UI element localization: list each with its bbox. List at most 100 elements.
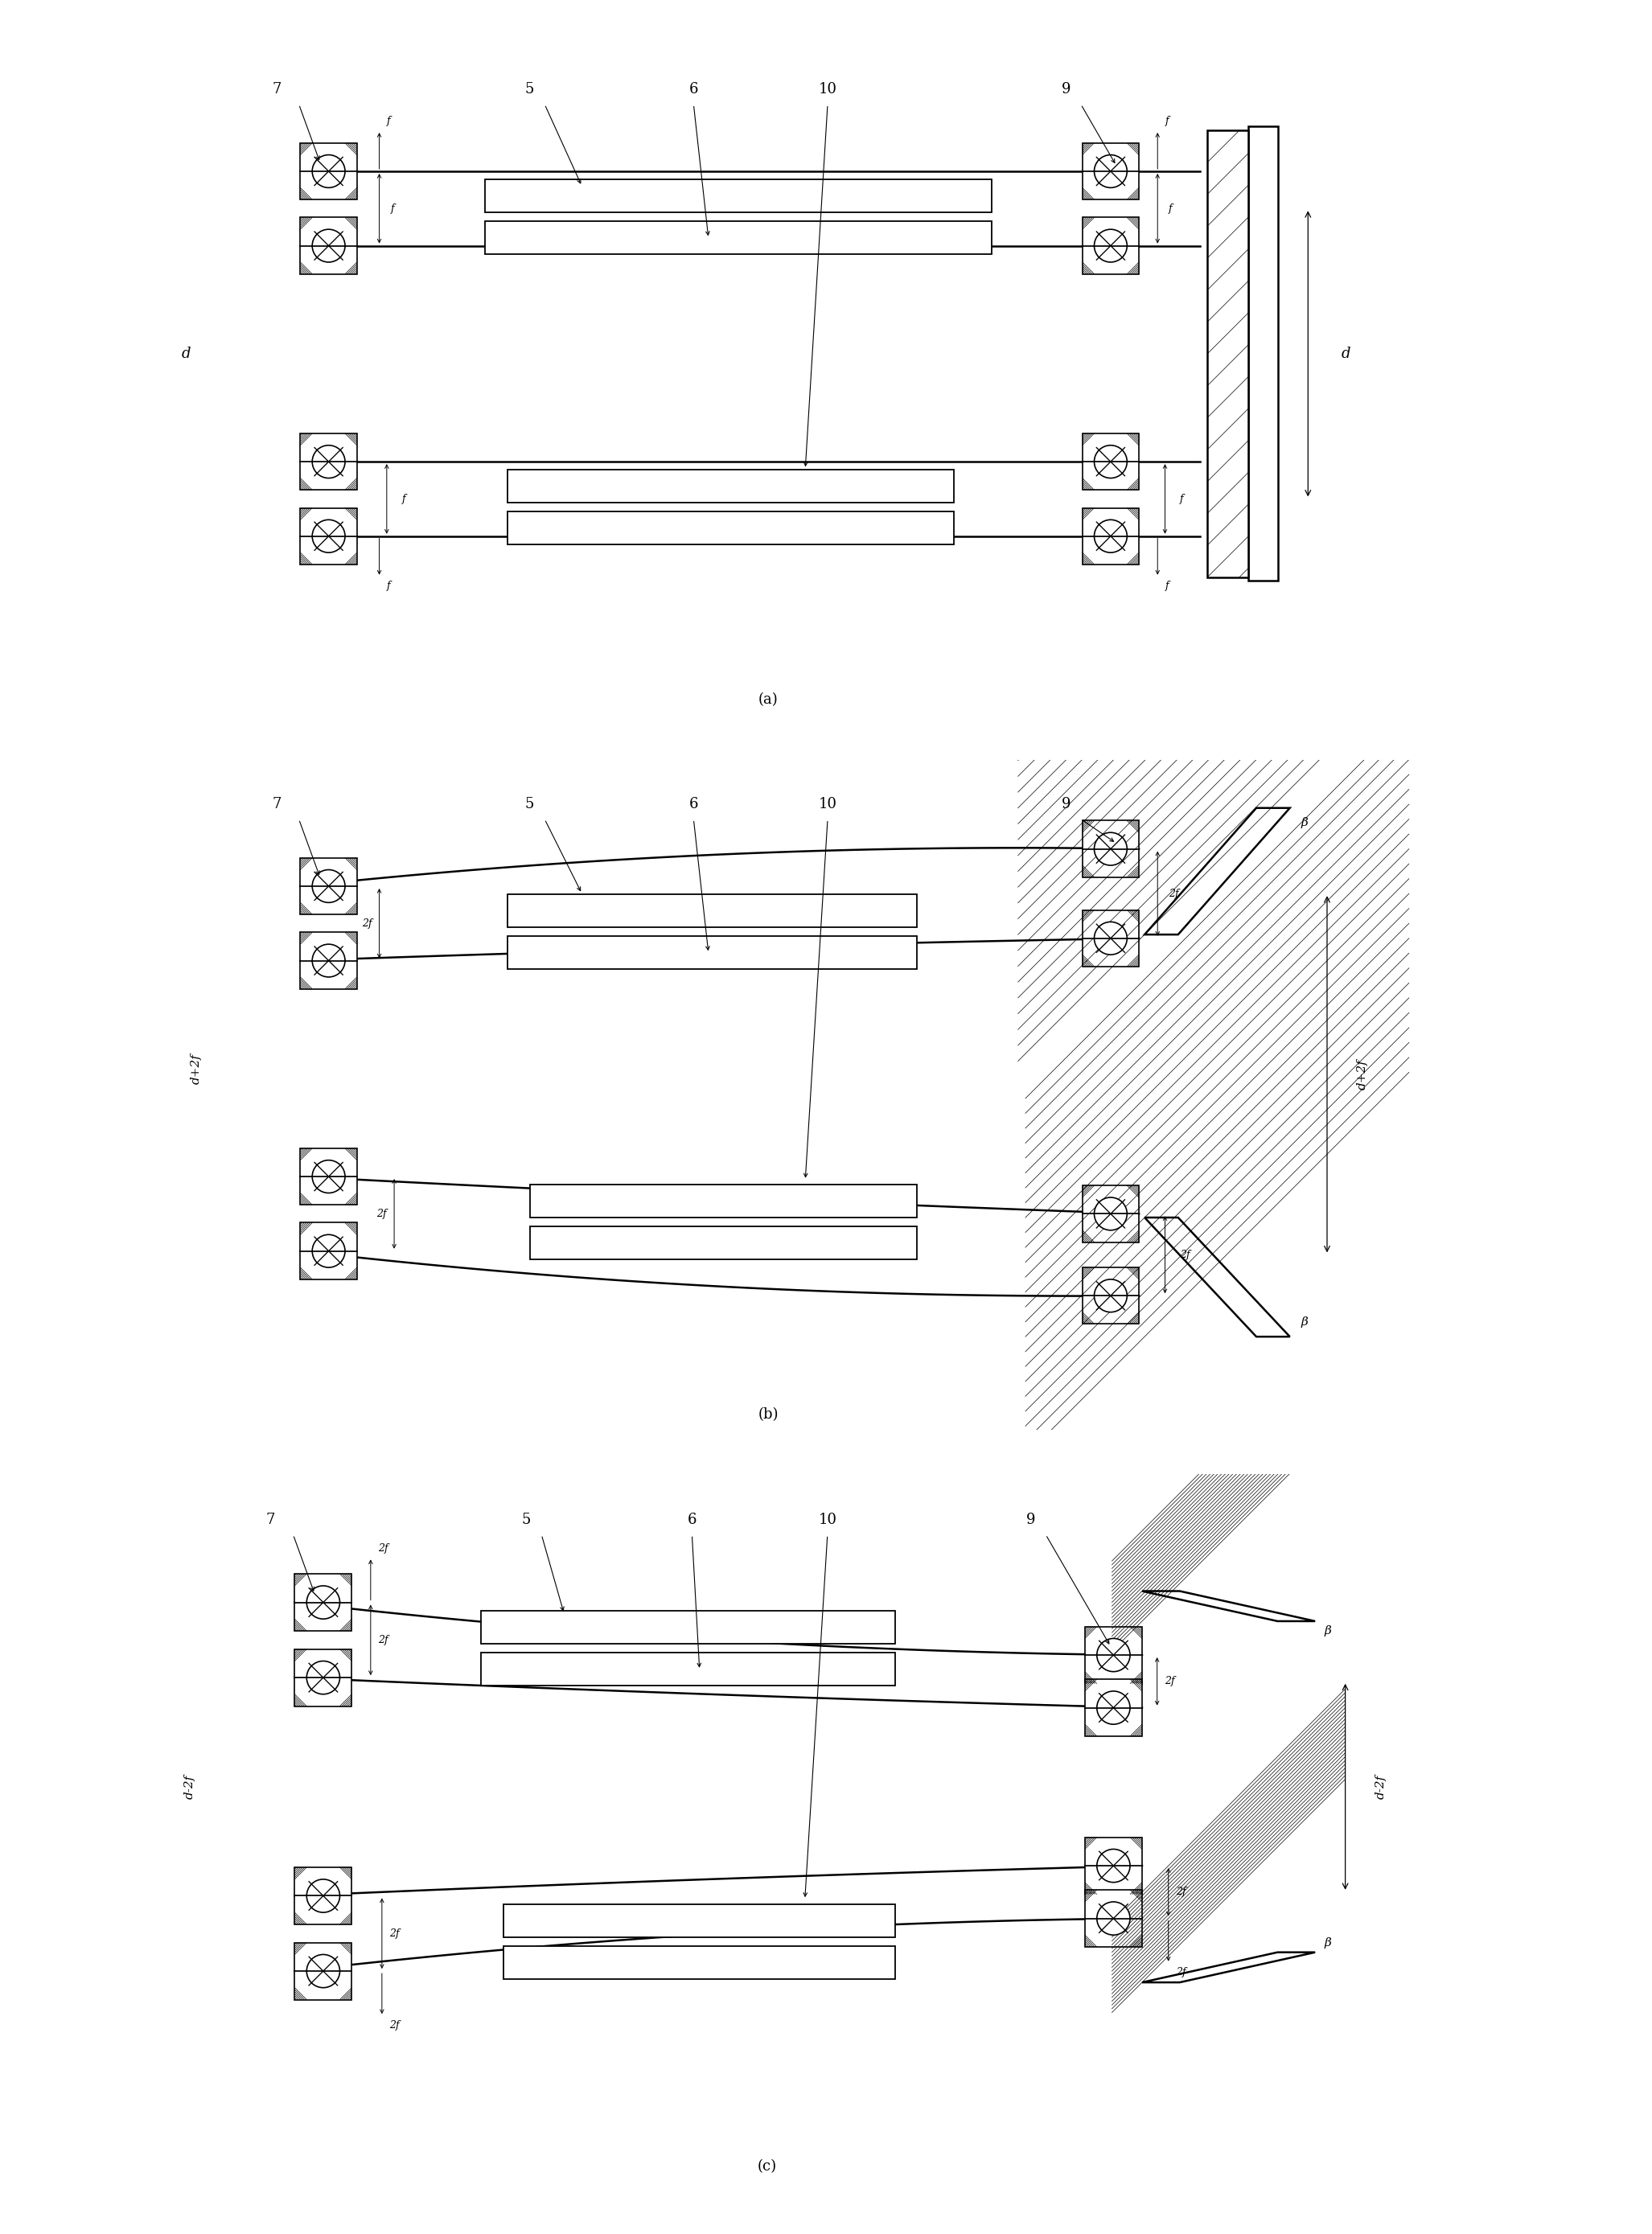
Text: f: f: [1168, 203, 1173, 214]
Text: 2f: 2f: [1180, 1249, 1189, 1260]
Bar: [1085, 1626, 1142, 1684]
Circle shape: [1094, 1197, 1127, 1231]
Bar: [486, 179, 991, 212]
Text: 2f: 2f: [390, 2020, 400, 2031]
Circle shape: [1097, 1901, 1130, 1935]
Text: 2f: 2f: [390, 1928, 400, 1939]
Bar: [530, 1184, 917, 1218]
Bar: [481, 1653, 895, 1687]
Bar: [301, 433, 357, 489]
Bar: [294, 1944, 352, 1999]
Bar: [1082, 433, 1138, 489]
Bar: [1082, 143, 1138, 199]
Bar: [1249, 127, 1279, 581]
Text: 9: 9: [1061, 83, 1070, 96]
Bar: [486, 221, 991, 255]
Circle shape: [1094, 154, 1127, 188]
Bar: [294, 1573, 352, 1631]
Bar: [507, 512, 955, 545]
Bar: [507, 936, 917, 970]
Polygon shape: [1145, 809, 1290, 934]
Text: 6: 6: [687, 1512, 697, 1526]
Text: 10: 10: [818, 798, 838, 811]
Bar: [1208, 130, 1249, 576]
Polygon shape: [1145, 1218, 1290, 1336]
Polygon shape: [1142, 1591, 1315, 1622]
Text: 2f: 2f: [1165, 1676, 1175, 1687]
Bar: [301, 507, 357, 565]
Circle shape: [1094, 923, 1127, 954]
Bar: [294, 1649, 352, 1707]
Circle shape: [312, 154, 345, 188]
Text: 9: 9: [1026, 1512, 1036, 1526]
Text: (b): (b): [758, 1407, 778, 1423]
Text: d+2f: d+2f: [190, 1054, 202, 1083]
Bar: [1082, 820, 1138, 878]
Text: 5: 5: [525, 798, 534, 811]
Bar: [301, 143, 357, 199]
Bar: [1082, 1267, 1138, 1325]
Text: β: β: [1302, 818, 1308, 829]
Circle shape: [1097, 1638, 1130, 1671]
Text: 2f: 2f: [362, 918, 372, 929]
Bar: [507, 894, 917, 927]
Text: 2f: 2f: [1176, 1888, 1186, 1897]
Text: d+2f: d+2f: [1356, 1059, 1368, 1090]
Text: f: f: [401, 494, 405, 505]
Text: f: f: [1165, 116, 1168, 127]
Bar: [481, 1611, 895, 1644]
Bar: [507, 469, 955, 503]
Circle shape: [1097, 1850, 1130, 1883]
Text: f: f: [390, 203, 395, 214]
Circle shape: [1094, 833, 1127, 865]
Bar: [301, 858, 357, 914]
Circle shape: [312, 869, 345, 903]
Bar: [504, 1946, 895, 1979]
Bar: [1085, 1836, 1142, 1894]
Text: 2f: 2f: [378, 1635, 388, 1644]
Circle shape: [1094, 230, 1127, 261]
Bar: [504, 1903, 895, 1937]
Circle shape: [1094, 445, 1127, 478]
Circle shape: [312, 445, 345, 478]
Text: 6: 6: [689, 798, 699, 811]
Circle shape: [307, 1879, 340, 1912]
Polygon shape: [1142, 1953, 1315, 1982]
Circle shape: [312, 230, 345, 261]
Bar: [301, 217, 357, 275]
Text: 2f: 2f: [377, 1209, 387, 1220]
Text: 7: 7: [266, 1512, 276, 1526]
Circle shape: [1094, 1280, 1127, 1311]
Bar: [1085, 1680, 1142, 1736]
Text: β: β: [1325, 1626, 1332, 1638]
Bar: [1082, 217, 1138, 275]
Bar: [301, 932, 357, 990]
Text: 10: 10: [818, 1512, 836, 1526]
Bar: [301, 1148, 357, 1204]
Circle shape: [307, 1955, 340, 1988]
Circle shape: [312, 521, 345, 552]
Text: (a): (a): [758, 693, 778, 708]
Text: 6: 6: [689, 83, 699, 96]
Bar: [1082, 909, 1138, 967]
Circle shape: [1097, 1691, 1130, 1725]
Text: 2f: 2f: [1176, 1968, 1186, 1977]
Text: f: f: [1165, 581, 1168, 592]
Text: f: f: [387, 581, 390, 592]
Text: 9: 9: [1061, 798, 1070, 811]
Bar: [1085, 1890, 1142, 1948]
Text: 2f: 2f: [1168, 889, 1180, 898]
Text: 7: 7: [273, 83, 281, 96]
Text: 10: 10: [818, 83, 838, 96]
Circle shape: [312, 1159, 345, 1193]
Circle shape: [307, 1662, 340, 1693]
Text: 7: 7: [273, 798, 281, 811]
Bar: [530, 1226, 917, 1260]
Bar: [301, 1222, 357, 1280]
Circle shape: [312, 1235, 345, 1267]
Text: f: f: [1180, 494, 1183, 505]
Text: β: β: [1302, 1316, 1308, 1327]
Text: 2f: 2f: [378, 1544, 388, 1553]
Text: 5: 5: [525, 83, 534, 96]
Text: d: d: [182, 346, 192, 362]
